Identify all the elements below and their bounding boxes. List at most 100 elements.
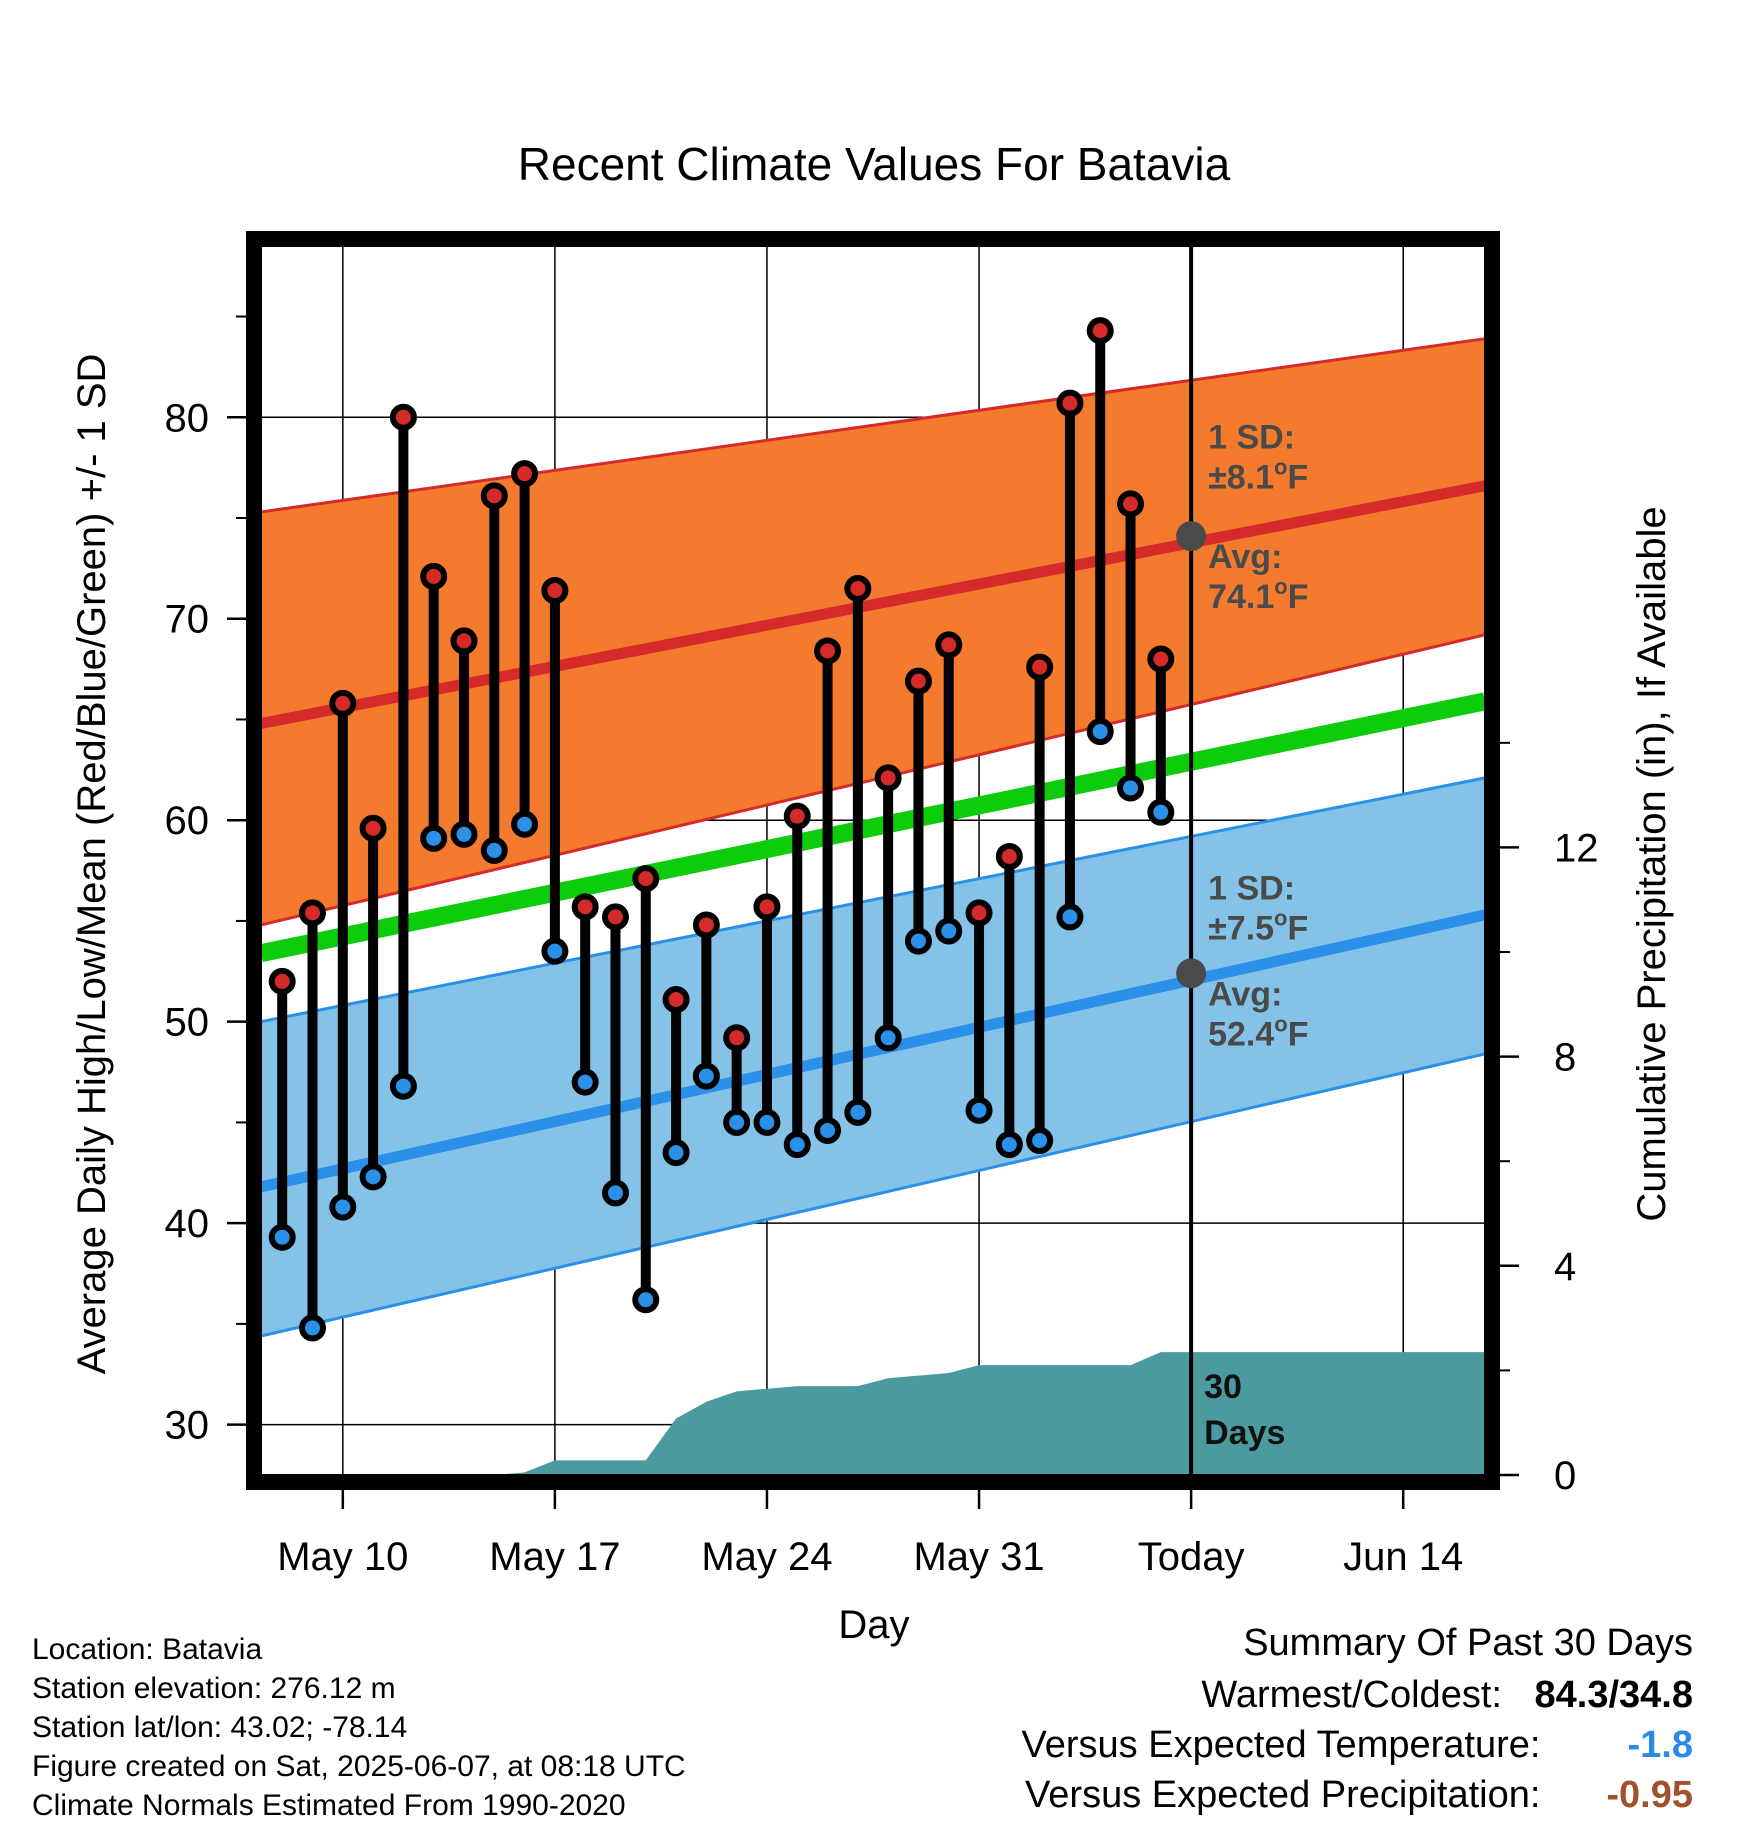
summary-heading: Summary Of Past 30 Days <box>1243 1622 1693 1664</box>
y2-tick-label: 8 <box>1554 1036 1576 1080</box>
x-tick-label: May 24 <box>701 1535 832 1579</box>
x-axis-title: Day <box>838 1603 909 1647</box>
high-point <box>995 842 1023 870</box>
day-bar <box>995 842 1023 1159</box>
day-bar <box>1026 653 1054 1155</box>
day-bar <box>541 577 569 965</box>
low-point <box>783 1131 811 1159</box>
low-point <box>723 1108 751 1136</box>
normal-bands <box>260 337 1486 1338</box>
high-sd-band <box>261 338 1485 925</box>
low-avg-line <box>259 909 1487 1193</box>
day-bar <box>844 575 872 1126</box>
day-bar <box>1056 389 1084 931</box>
high-sd-upper-edge <box>260 337 1486 514</box>
day-bar <box>965 899 993 1124</box>
y-tick-label: 50 <box>165 1001 210 1045</box>
low-point <box>1056 903 1084 931</box>
day-bar <box>359 814 387 1191</box>
day-bar <box>389 403 417 1100</box>
low-point <box>753 1108 781 1136</box>
high-sd-value: ±8.1oF <box>1208 454 1308 496</box>
low-point <box>814 1116 842 1144</box>
low-point <box>299 1314 327 1342</box>
day-bar <box>935 631 963 945</box>
high-point <box>723 1024 751 1052</box>
low-point <box>1117 774 1145 802</box>
day-bar <box>571 893 599 1096</box>
high-point <box>1056 389 1084 417</box>
day-bar <box>1147 645 1175 826</box>
y-tick-label: 70 <box>165 598 210 642</box>
y2-tick-label: 0 <box>1554 1454 1576 1498</box>
low-point <box>268 1223 296 1251</box>
high-point <box>601 903 629 931</box>
latlon-text: Station lat/lon: 43.02; -78.14 <box>32 1711 408 1744</box>
day-bar <box>753 893 781 1136</box>
high-point <box>874 764 902 792</box>
high-point <box>329 689 357 717</box>
y-tick-label: 60 <box>165 799 210 843</box>
low-point <box>359 1163 387 1191</box>
summary-precipitation: Versus Expected Precipitation: -0.95 <box>1025 1774 1693 1817</box>
day-bar <box>632 865 660 1314</box>
day-bar <box>692 911 720 1090</box>
precip-label: Versus Expected Precipitation: <box>1025 1774 1541 1816</box>
high-sd-label: 1 SD: <box>1208 418 1295 456</box>
low-point <box>874 1024 902 1052</box>
high-point <box>935 631 963 659</box>
created-text: Figure created on Sat, 2025-06-07, at 08… <box>32 1750 686 1783</box>
high-point <box>1086 317 1114 345</box>
low-point <box>480 836 508 864</box>
low-point <box>692 1062 720 1090</box>
high-point <box>814 637 842 665</box>
low-point <box>632 1286 660 1314</box>
low-sd-upper-edge <box>260 776 1486 1024</box>
precipitation-area <box>261 1352 1485 1475</box>
day-bar <box>723 1024 751 1136</box>
summary-temperature: Versus Expected Temperature: -1.8 <box>1022 1724 1693 1767</box>
high-point <box>420 562 448 590</box>
high-avg-marker <box>1176 521 1207 552</box>
low-point <box>420 824 448 852</box>
low-point <box>662 1139 690 1167</box>
low-avg-marker <box>1176 958 1207 989</box>
low-point <box>904 927 932 955</box>
day-bar <box>904 667 932 955</box>
normals-text: Climate Normals Estimated From 1990-2020 <box>32 1789 626 1822</box>
day-bar <box>268 967 296 1251</box>
low-point <box>965 1096 993 1124</box>
high-point <box>1026 653 1054 681</box>
warmest-coldest-label: Warmest/Coldest: <box>1201 1674 1502 1716</box>
high-point <box>541 577 569 605</box>
low-point <box>1147 798 1175 826</box>
day-bar <box>511 460 539 838</box>
high-point <box>662 986 690 1014</box>
axes: 30 40 50 60 70 80 0 4 8 12 May 10 May 17 May 24 May 3… <box>165 315 1599 1579</box>
plot-border <box>246 231 1500 1490</box>
x-tick-label: May 17 <box>489 1535 620 1579</box>
day-bar <box>601 903 629 1207</box>
high-point <box>511 460 539 488</box>
low-avg-label: Avg: <box>1208 975 1282 1013</box>
low-sd-lower-edge <box>260 1052 1486 1338</box>
low-point <box>541 937 569 965</box>
precip-series-area <box>261 1352 1485 1475</box>
location-text: Location: Batavia <box>32 1633 263 1666</box>
y2-tick-label: 12 <box>1554 826 1599 870</box>
low-point <box>511 810 539 838</box>
low-point <box>995 1131 1023 1159</box>
high-point <box>450 627 478 655</box>
low-point <box>389 1072 417 1100</box>
day-bar <box>450 627 478 848</box>
day-bar <box>1086 317 1114 746</box>
high-point <box>299 899 327 927</box>
day-bar <box>420 562 448 852</box>
low-point <box>1086 718 1114 746</box>
day-bar <box>299 899 327 1342</box>
x-tick-label: May 31 <box>913 1535 1044 1579</box>
daily-observations <box>268 317 1175 1342</box>
days-label-text: Days <box>1204 1414 1285 1452</box>
